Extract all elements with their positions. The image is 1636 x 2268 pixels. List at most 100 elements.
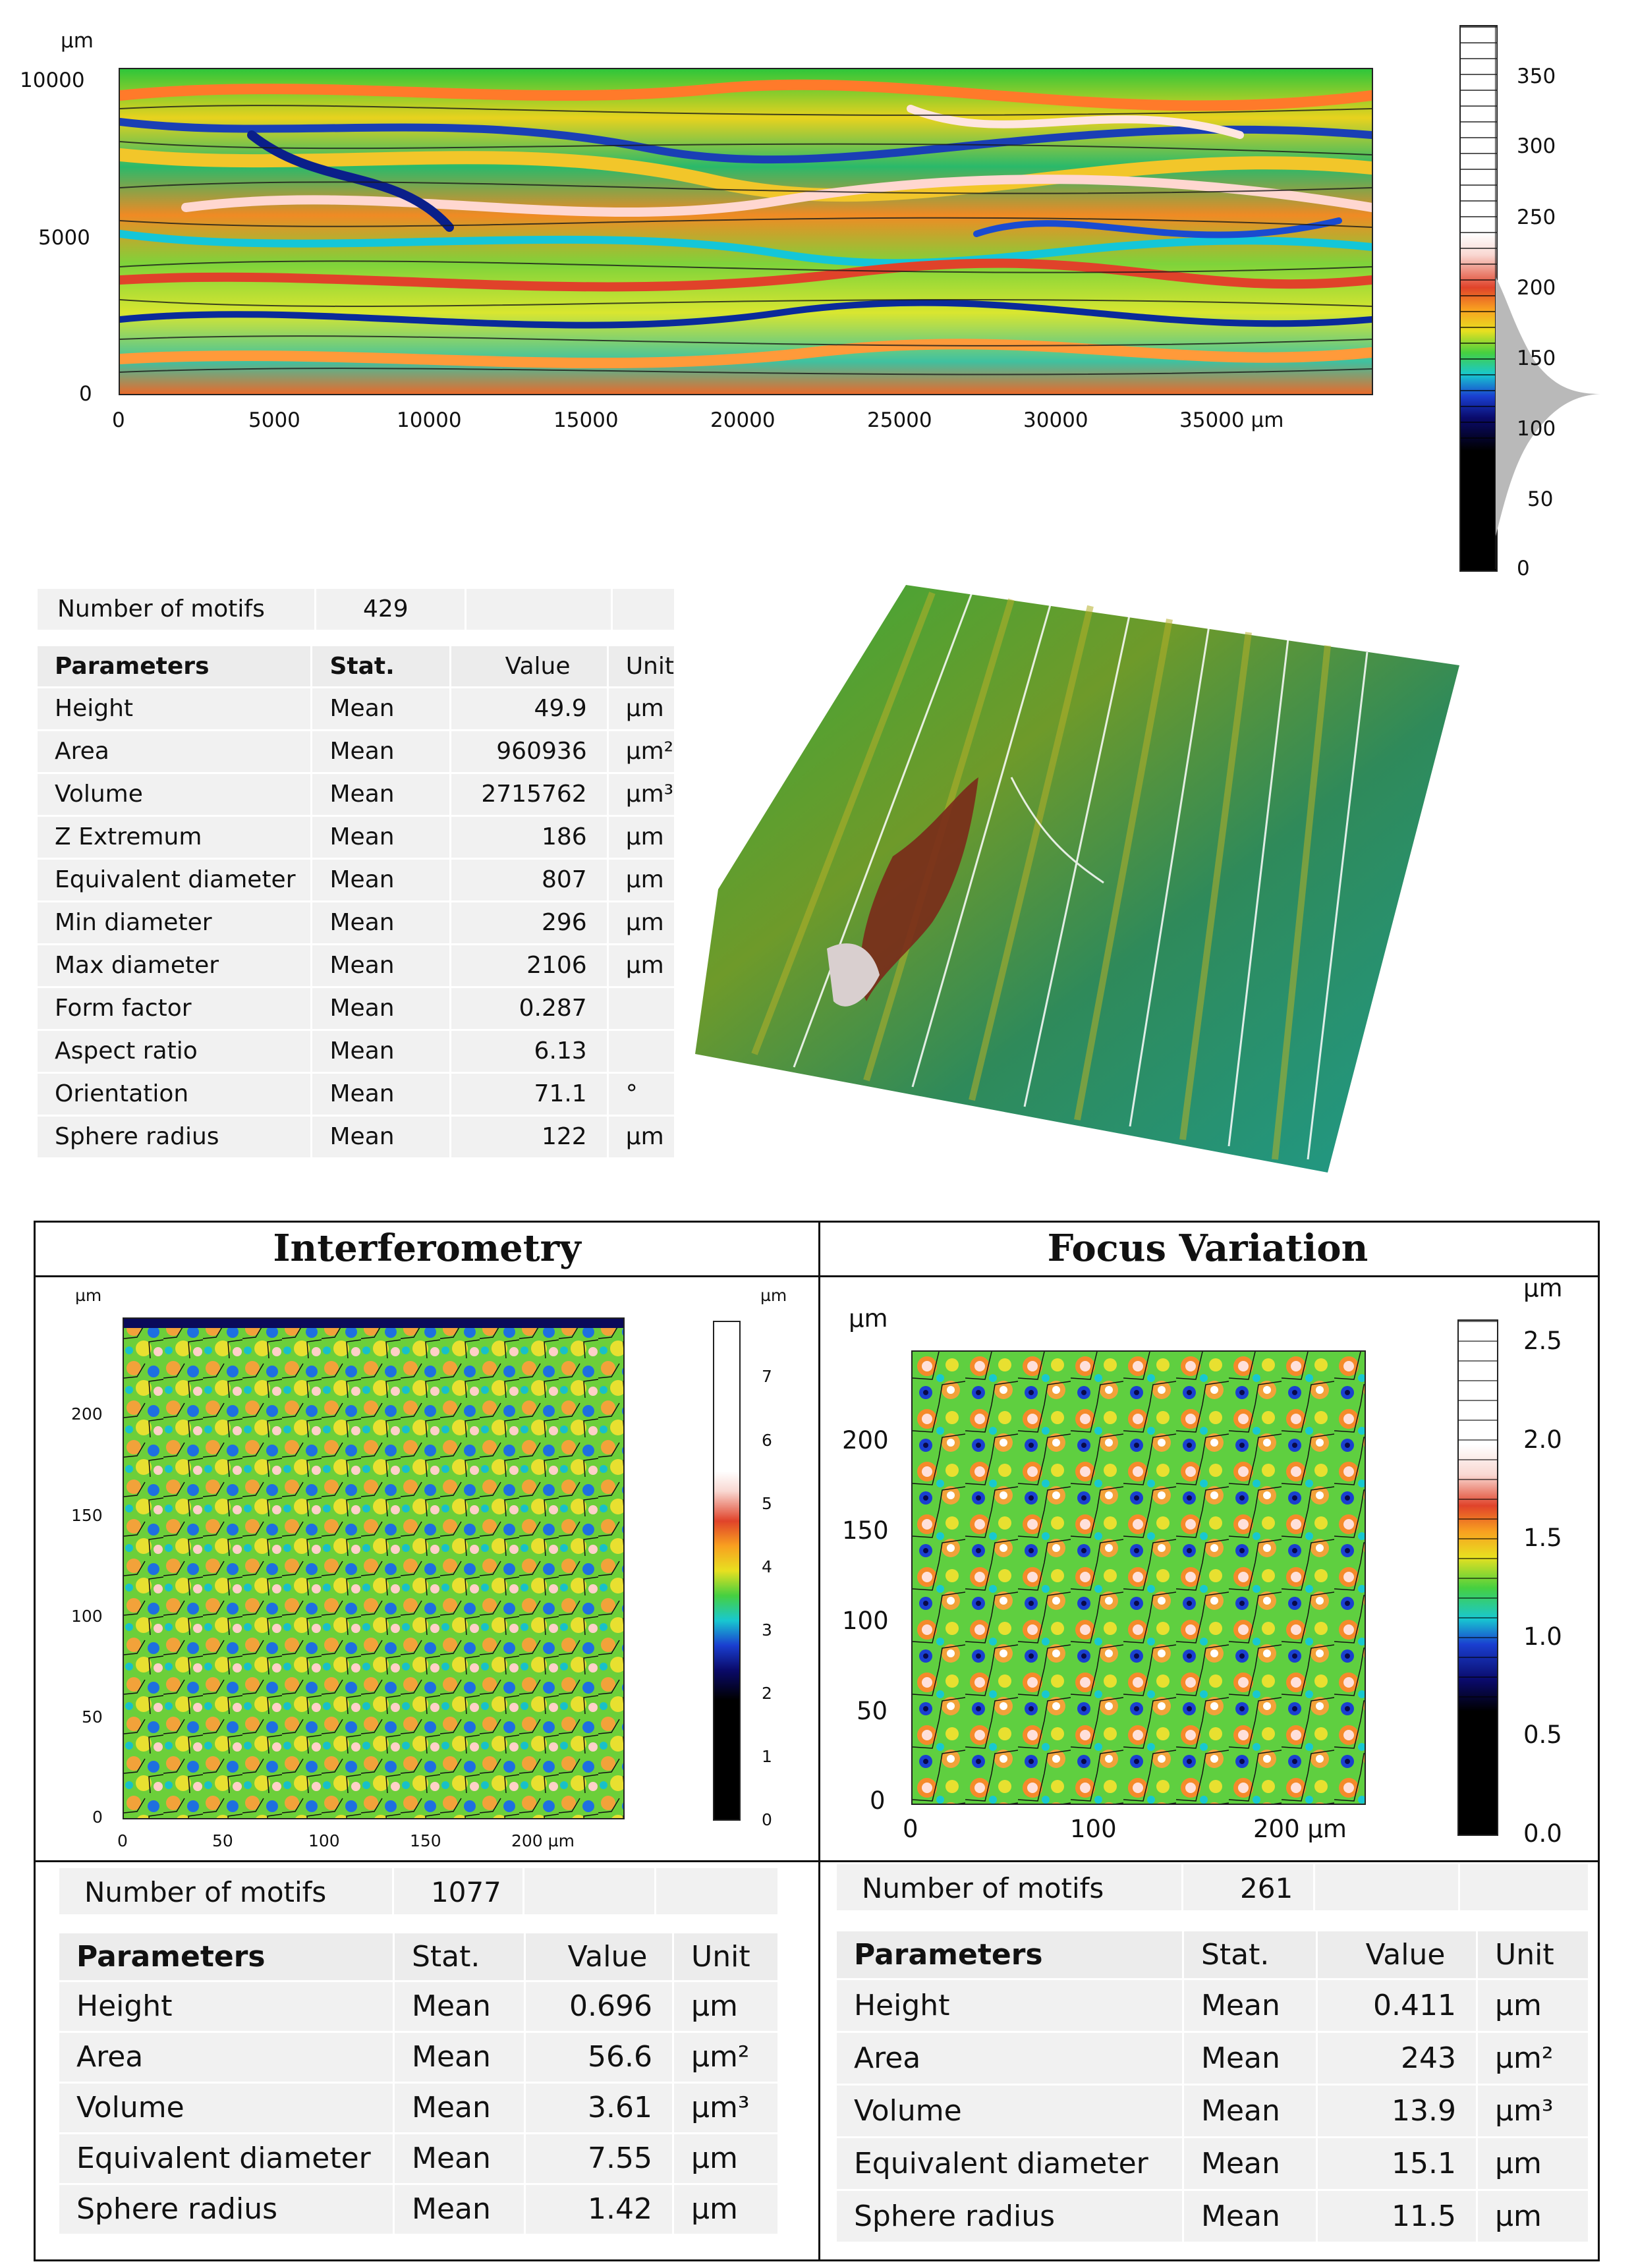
param-name: Sphere radius xyxy=(59,2184,394,2236)
param-value: 3.61 xyxy=(524,2082,673,2134)
param-unit: µm² xyxy=(606,730,674,774)
param-value: 6.13 xyxy=(449,1030,608,1074)
interf-y-tick: 50 xyxy=(82,1707,103,1727)
top-motifs-row: Number of motifs 429 xyxy=(38,589,674,630)
motifs-label: Number of motifs xyxy=(862,1872,1104,1904)
interf-y-tick: 200 xyxy=(71,1404,103,1424)
param-value: 960936 xyxy=(449,730,608,774)
param-name: Volume xyxy=(38,773,312,817)
top-height-map-image xyxy=(120,69,1372,394)
table-row: Equivalent diameter Mean 807 µm xyxy=(38,858,674,902)
focus-variation-map-image xyxy=(913,1352,1365,1804)
param-value: 0.696 xyxy=(524,1981,673,2033)
param-unit: µm xyxy=(606,858,674,902)
focus-variation-colorbar xyxy=(1457,1319,1498,1836)
interf-colorbar-tick: 0 xyxy=(762,1810,772,1829)
param-value: 2715762 xyxy=(449,773,608,817)
interf-colorbar-tick: 7 xyxy=(762,1367,772,1386)
interf-x-tick: 50 xyxy=(212,1831,233,1850)
col-header-value: Value xyxy=(524,1933,673,1982)
table-row: Sphere radius Mean 1.42 µm xyxy=(59,2184,777,2236)
param-name: Height xyxy=(837,1979,1183,2033)
table-row: Sphere radius Mean 11.5 µm xyxy=(837,2190,1588,2244)
param-name: Area xyxy=(59,2032,394,2084)
table-row: Height Mean 0.411 µm xyxy=(837,1979,1588,2033)
top-colorbar-tick: 50 xyxy=(1527,487,1554,511)
param-stat: Mean xyxy=(1182,2190,1317,2244)
interferometry-map-image xyxy=(124,1319,623,1818)
focus-y-tick: 50 xyxy=(857,1697,888,1725)
motifs-label: Number of motifs xyxy=(84,1876,327,1908)
interf-y-tick: 100 xyxy=(71,1607,103,1626)
param-stat: Mean xyxy=(310,858,451,902)
interf-x-tick: 200 µm xyxy=(511,1831,575,1850)
table-row: Min diameter Mean 296 µm xyxy=(38,901,674,945)
top-map-x-tick: 15000 xyxy=(553,408,619,432)
interf-y-tick: 0 xyxy=(92,1808,103,1827)
param-unit: µm xyxy=(606,944,674,988)
top-colorbar-histogram xyxy=(1495,25,1600,569)
table-row: Form factor Mean 0.287 xyxy=(38,987,674,1031)
param-name: Volume xyxy=(837,2084,1183,2138)
top-map-x-tick: 10000 xyxy=(397,408,462,432)
focus-x-tick: 200 µm xyxy=(1253,1815,1347,1843)
param-value: 49.9 xyxy=(449,687,608,731)
param-value: 15.1 xyxy=(1316,2137,1477,2191)
top-colorbar-tick: 100 xyxy=(1517,417,1556,441)
param-stat: Mean xyxy=(393,2184,525,2236)
param-name: Min diameter xyxy=(38,901,312,945)
focus-y-tick: 150 xyxy=(842,1516,889,1545)
param-stat: Mean xyxy=(393,1981,525,2033)
top-colorbar-tick: 150 xyxy=(1517,346,1556,370)
focus-y-tick: 100 xyxy=(842,1607,889,1635)
param-unit: µm xyxy=(672,1981,777,2033)
param-name: Equivalent diameter xyxy=(38,858,312,902)
param-value: 0.287 xyxy=(449,987,608,1031)
focus-colorbar-tick: 2.0 xyxy=(1523,1425,1562,1454)
table-row: Area Mean 56.6 µm² xyxy=(59,2032,777,2084)
param-unit: µm xyxy=(606,1115,674,1159)
top-height-map xyxy=(119,68,1373,395)
param-unit: µm xyxy=(1476,2137,1588,2191)
table-row: Volume Mean 13.9 µm³ xyxy=(837,2084,1588,2138)
col-header-stat: Stat. xyxy=(1182,1931,1317,1980)
focus-colorbar-tick: 1.0 xyxy=(1523,1622,1562,1651)
interf-motifs-row: Number of motifs 1077 xyxy=(59,1868,777,1914)
focus-y-tick: 0 xyxy=(870,1786,886,1815)
param-stat: Mean xyxy=(310,1030,451,1074)
interf-colorbar-tick: 1 xyxy=(762,1747,772,1766)
table-row: Volume Mean 3.61 µm³ xyxy=(59,2082,777,2134)
param-stat: Mean xyxy=(310,816,451,860)
param-stat: Mean xyxy=(1182,2032,1317,2086)
param-stat: Mean xyxy=(393,2082,525,2134)
col-header-stat: Stat. xyxy=(393,1933,525,1982)
focus-y-tick: 200 xyxy=(842,1426,889,1454)
param-stat: Mean xyxy=(1182,1979,1317,2033)
param-unit: µm³ xyxy=(672,2082,777,2134)
focus-colorbar-tick: 2.5 xyxy=(1523,1327,1562,1355)
param-stat: Mean xyxy=(310,687,451,731)
table-row: Aspect ratio Mean 6.13 xyxy=(38,1030,674,1074)
param-value: 122 xyxy=(449,1115,608,1159)
param-unit xyxy=(606,1030,674,1074)
param-name: Aspect ratio xyxy=(38,1030,312,1074)
table-row: Area Mean 243 µm² xyxy=(837,2032,1588,2086)
param-value: 7.55 xyxy=(524,2133,673,2185)
param-name: Sphere radius xyxy=(837,2190,1183,2244)
table-row: Height Mean 49.9 µm xyxy=(38,687,674,731)
top-colorbar xyxy=(1459,25,1498,572)
focus-colorbar-tick: 1.5 xyxy=(1523,1524,1562,1552)
param-name: Max diameter xyxy=(38,944,312,988)
param-unit: µm xyxy=(1476,1979,1588,2033)
interf-x-tick: 0 xyxy=(117,1831,128,1850)
interf-colorbar-unit: µm xyxy=(760,1286,787,1305)
focus-variation-title: Focus Variation xyxy=(1047,1227,1368,1270)
top-colorbar-tick: 350 xyxy=(1517,65,1556,88)
param-unit: ° xyxy=(606,1072,674,1117)
top-colorbar-tick: 200 xyxy=(1517,276,1556,300)
param-name: Area xyxy=(837,2032,1183,2086)
param-name: Volume xyxy=(59,2082,394,2134)
focus-x-tick: 100 xyxy=(1070,1815,1117,1843)
param-value: 11.5 xyxy=(1316,2190,1477,2244)
focus-motifs-row: Number of motifs 261 xyxy=(837,1864,1588,1910)
